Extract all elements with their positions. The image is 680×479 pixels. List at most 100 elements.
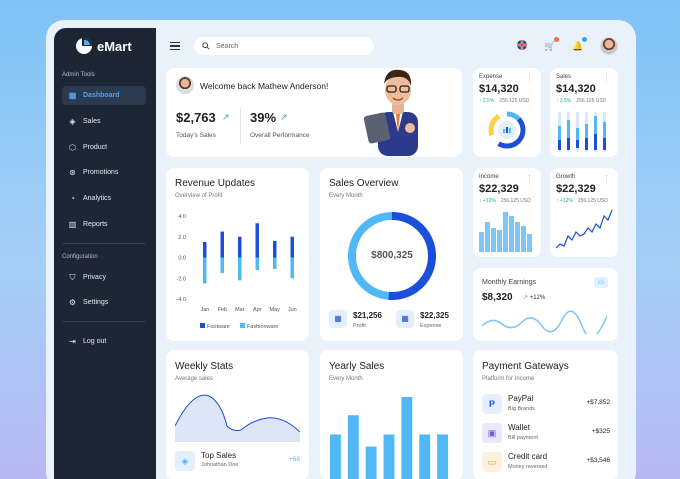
gear-icon: ⚙ [68, 298, 77, 307]
x-tick-label: Mar [235, 307, 245, 313]
more-options-icon[interactable]: ⋮ [603, 75, 610, 82]
sidebar-item-analytics[interactable]: ◔ Analytics [62, 189, 146, 208]
expense-change: ↑ 2.5% [479, 98, 495, 104]
performance-label: Overall Performance [250, 132, 310, 139]
yearly-bar-chart [330, 397, 448, 479]
weekly-title: Weekly Stats [175, 361, 234, 372]
payment-row-credit-card[interactable]: ▭ Credit card Money reversed +$3,546 [482, 451, 610, 473]
logout-label: Log out [83, 338, 107, 345]
income-change: ↑ +12% [479, 198, 496, 204]
reports-icon: ▥ [68, 220, 77, 229]
donut-segment-yellow [488, 111, 526, 149]
legend-footware: Footware [200, 323, 230, 330]
sidebar-item-reports[interactable]: ▥ Reports [62, 215, 146, 234]
sales-overview-card: Sales Overview Every Month $800,325 ▦ $2… [320, 168, 463, 341]
todays-sales-value: $2,763 [176, 110, 216, 125]
payment-name: Credit card [508, 452, 548, 461]
language-flag-icon[interactable] [516, 40, 528, 52]
yearly-bar [419, 434, 431, 479]
hamburger-menu-icon[interactable] [170, 42, 180, 50]
payments-title: Payment Gateways [482, 361, 569, 372]
growth-title: Growth [556, 174, 576, 180]
y-tick-label: 2.0 [178, 235, 186, 241]
sidebar-item-promotions[interactable]: ⊛ Promotions [62, 163, 146, 182]
monthly-wave [482, 310, 607, 334]
y-tick-label: -2.0 [177, 276, 186, 282]
x-tick-label: Jun [288, 307, 297, 313]
growth-value: $22,329 [556, 183, 596, 195]
bell-icon[interactable]: 🔔 [572, 36, 587, 52]
more-options-icon[interactable]: ⋮ [603, 175, 610, 182]
configuration-label: Configuration [62, 254, 98, 260]
payment-amount: +$7,852 [586, 399, 610, 406]
sidebar-item-label: Analytics [83, 195, 112, 202]
search-input[interactable]: Search [194, 37, 374, 55]
income-stats: ↑ +12% 256.125 USD [479, 198, 531, 204]
expense-value: $14,320 [479, 83, 519, 95]
sidebar-divider [62, 243, 146, 244]
monthly-value: $8,320 [482, 292, 513, 303]
yearly-bar [437, 434, 448, 479]
brand[interactable]: eMart [76, 38, 132, 54]
payment-sub: Money reversed [508, 464, 548, 470]
growth-stats: ↑ +12% 256.125 USD [556, 198, 608, 204]
todays-sales-label: Today's Sales [176, 132, 216, 139]
revenue-title: Revenue Updates [175, 178, 256, 189]
sidebar-item-sales[interactable]: ◈ Sales [62, 112, 146, 131]
more-options-icon[interactable]: ⋮ [526, 75, 533, 82]
tag-icon: ◈ [175, 451, 195, 471]
sales-overview-total: $800,325 [371, 250, 413, 261]
cart-icon[interactable]: 🛒 [544, 36, 559, 52]
payment-row-wallet[interactable]: ▣ Wallet Bill payment +$325 [482, 422, 610, 444]
expense-card: Expense ⋮ $14,320 ↑ 2.5% 256.125 USD [473, 68, 541, 157]
sales-overview-title: Sales Overview [329, 178, 399, 189]
bar-footware [238, 236, 242, 258]
growth-sparkline [555, 209, 613, 249]
expense-total-label: Expense [420, 323, 442, 329]
sales-change-value: 3.5% [559, 98, 572, 104]
paypal-icon: P [482, 394, 502, 414]
welcome-card: Welcome back Mathew Anderson! $2,763 ↗ T… [166, 68, 462, 157]
card-icon[interactable]: ▭ [594, 277, 608, 288]
box-icon: ⬡ [69, 143, 76, 152]
sidebar-item-product[interactable]: ⬡ Product [62, 138, 146, 157]
welcome-text: Welcome back Mathew Anderson! [200, 81, 329, 91]
logout-icon: ⇥ [69, 337, 76, 346]
sidebar-item-dashboard[interactable]: ▦ Dashboard [62, 86, 146, 105]
sidebar-item-settings[interactable]: ⚙ Settings [62, 293, 146, 312]
sidebar-item-privacy[interactable]: ⛉ Privacy [62, 268, 146, 287]
payment-gateways-card: Payment Gateways Platform for Income P P… [473, 350, 618, 479]
sales-mini-bars [558, 112, 606, 152]
businessman-illustration [364, 69, 418, 156]
dashboard-icon: ▦ [68, 91, 77, 100]
sidebar-item-label: Promotions [83, 169, 119, 176]
monthly-earnings-card: Monthly Earnings ▭ $8,320 ↗ +12% [473, 268, 618, 341]
legend-fashionware: Fashionware [239, 323, 278, 330]
monthly-change-value: +12% [529, 295, 546, 301]
trend-up-icon: ↗ [280, 112, 288, 122]
notification-badge [582, 36, 587, 42]
payment-sub: Big Brands [508, 406, 535, 412]
growth-sub: 256.125 USD [577, 198, 608, 204]
y-tick-label: -4.0 [177, 297, 186, 303]
x-tick-label: Apr [253, 307, 262, 313]
income-change-value: +12% [482, 198, 496, 204]
profit-label: Profit [353, 323, 366, 329]
x-tick-label: Jan [200, 307, 209, 313]
more-options-icon[interactable]: ⋮ [526, 175, 533, 182]
sales-stats: ↑ 3.5% 256.125 USD [556, 98, 606, 104]
expense-sub: 256.125 USD [499, 98, 530, 104]
sidebar-item-label: Settings [83, 299, 109, 306]
sales-sub: 256.125 USD [576, 98, 607, 104]
donut-slice-expense [348, 212, 436, 300]
sidebar-item-label: Dashboard [83, 92, 120, 99]
bar-fashionware [238, 257, 242, 281]
sales-overview-donut [348, 212, 436, 300]
logout-button[interactable]: ⇥ Log out [62, 332, 146, 351]
weekly-stats-card: Weekly Stats Average sales ◈ Top Sales J… [166, 350, 309, 479]
sidebar-item-label: Product [83, 144, 108, 151]
avatar[interactable] [600, 37, 618, 55]
payment-row-paypal[interactable]: P PayPal Big Brands +$7,852 [482, 393, 610, 415]
credit-card-icon: ▭ [482, 452, 502, 472]
expense-total-value: $22,325 [420, 311, 449, 320]
